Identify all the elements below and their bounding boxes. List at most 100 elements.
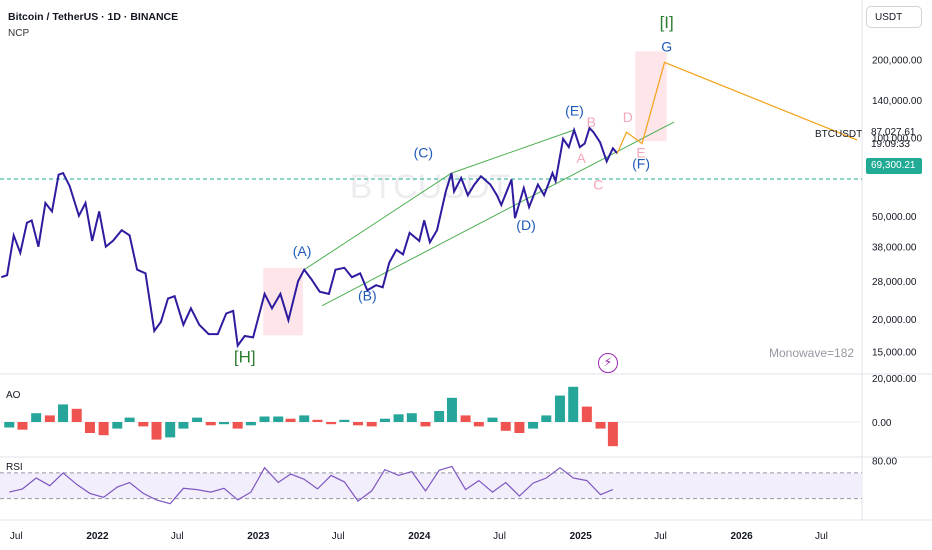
time-tick-label: Jul	[10, 531, 23, 542]
projection-line	[616, 61, 858, 154]
ao-bar	[232, 422, 243, 429]
ao-bar	[259, 416, 270, 422]
ao-bar	[406, 413, 417, 422]
time-tick-label: 2024	[408, 531, 431, 542]
highlight-box	[635, 51, 667, 142]
ao-bar	[339, 419, 350, 422]
hline-price-tag[interactable]: 69,300.21	[866, 158, 922, 174]
wave-label: G	[661, 38, 672, 54]
time-tick-label: Jul	[654, 531, 667, 542]
ao-bar	[473, 422, 484, 427]
ao-bar	[71, 408, 82, 422]
price-line	[0, 126, 619, 349]
wave-label: D	[623, 109, 633, 125]
last-price-tag: 87,027.61 19:09:33	[866, 127, 922, 151]
countdown: 19:09:33	[871, 139, 910, 150]
ao-bar	[44, 415, 55, 422]
currency-button[interactable]: USDT	[866, 6, 922, 28]
price-tick-label: 28,000.00	[872, 277, 917, 288]
ao-bar	[420, 422, 431, 427]
wave-label: (D)	[516, 217, 535, 233]
price-tick-label: 15,000.00	[872, 347, 917, 358]
rsi-band	[0, 472, 862, 499]
price-tick-label: 50,000.00	[872, 212, 917, 223]
rsi-label: RSI	[6, 462, 23, 473]
ao-bar	[541, 415, 552, 422]
ao-bar	[514, 422, 525, 433]
ao-bar	[460, 415, 471, 422]
wave-label: B	[587, 114, 596, 130]
last-price-value: 87,027.61	[871, 127, 916, 138]
time-tick-label: Jul	[171, 531, 184, 542]
ao-bar	[84, 422, 95, 433]
ao-bar	[124, 417, 135, 422]
ao-bar	[379, 418, 390, 422]
wave-label: (E)	[565, 102, 584, 118]
ao-bar	[326, 422, 337, 425]
ao-tick-label: 0.00	[872, 418, 892, 429]
time-tick-label: 2025	[570, 531, 593, 542]
ao-bar	[273, 416, 284, 422]
wave-label: (F)	[632, 156, 650, 172]
ao-bar	[205, 422, 216, 426]
wave-label: [I]	[660, 13, 674, 32]
wave-label: [H]	[234, 347, 256, 366]
ao-bar	[353, 422, 364, 426]
ao-bar	[366, 422, 377, 427]
wave-label: E	[636, 144, 645, 160]
time-tick-label: 2026	[731, 531, 754, 542]
time-tick-label: 2022	[86, 531, 109, 542]
price-tick-label: 100,000.00	[872, 134, 922, 145]
ao-label: AO	[6, 390, 21, 401]
ao-bar	[178, 422, 189, 429]
price-tick-label: 38,000.00	[872, 243, 917, 254]
ao-bar	[138, 422, 149, 427]
ao-bar	[312, 419, 323, 422]
time-tick-label: Jul	[332, 531, 345, 542]
ao-bar	[299, 415, 310, 422]
ao-bar	[192, 417, 203, 422]
ao-bar	[446, 397, 457, 422]
ao-bar	[151, 422, 162, 440]
ao-bar	[112, 422, 123, 429]
ao-bar	[500, 422, 511, 431]
wave-label: (A)	[293, 243, 312, 259]
wave-label: A	[576, 150, 586, 166]
wave-label: C	[593, 177, 603, 193]
ao-bar	[165, 422, 176, 438]
ao-bar	[581, 406, 592, 422]
price-tick-label: 20,000.00	[872, 315, 917, 326]
ao-bar	[218, 422, 229, 425]
indicator-label: NCP	[8, 28, 30, 39]
ao-bar	[285, 418, 296, 422]
ao-bar	[17, 422, 28, 430]
price-tick-label: 140,000.00	[872, 96, 922, 107]
ao-bar	[393, 414, 404, 422]
ao-bar	[31, 413, 42, 422]
price-tick-label: 200,000.00	[872, 56, 922, 67]
ao-bar	[58, 404, 69, 422]
ao-bar	[528, 422, 539, 429]
channel-lower-line	[321, 121, 675, 307]
ao-bar	[245, 422, 256, 426]
wave-label: (B)	[358, 287, 377, 303]
ao-bar	[554, 395, 565, 422]
monowave-label: Monowave=182	[769, 346, 855, 360]
rsi-line	[9, 465, 614, 505]
wave-label: (C)	[414, 144, 433, 160]
ao-bar	[595, 422, 606, 429]
ao-tick-label: 20,000.00	[872, 374, 917, 385]
ao-bar	[98, 422, 109, 436]
chart-title: Bitcoin / TetherUS · 1D · BINANCE	[8, 11, 179, 23]
ao-bar	[607, 422, 618, 447]
ao-bar	[434, 411, 445, 422]
rsi-tick-label: 80.00	[872, 456, 897, 467]
ao-bar	[4, 422, 15, 428]
flash-icon[interactable]: ⚡	[598, 353, 618, 373]
ao-bar	[568, 386, 579, 422]
time-tick-label: Jul	[493, 531, 506, 542]
ao-bar	[487, 417, 498, 422]
symbol-label: BTCUSDT	[815, 129, 863, 140]
time-tick-label: 2023	[247, 531, 270, 542]
